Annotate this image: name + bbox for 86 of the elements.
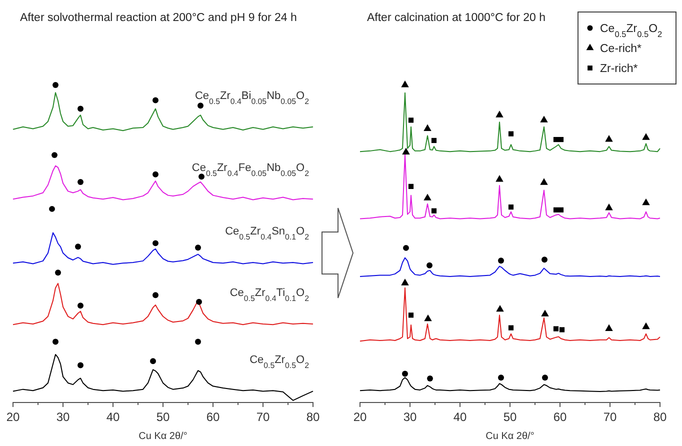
point	[78, 302, 84, 309]
point	[508, 204, 514, 210]
point	[401, 80, 409, 88]
point	[401, 278, 409, 286]
point	[52, 152, 58, 158]
x-tick-label: 60	[206, 410, 220, 424]
point	[403, 244, 409, 251]
x-tick-label: 20	[6, 410, 20, 424]
x-tick-label: 60	[553, 410, 567, 424]
point	[408, 118, 414, 123]
x-tick-label: 30	[56, 410, 70, 424]
point	[605, 204, 613, 210]
point	[427, 376, 433, 382]
point	[52, 82, 58, 88]
point	[408, 312, 414, 318]
point	[426, 262, 432, 268]
point	[52, 338, 58, 345]
x-tick-label: 50	[503, 410, 517, 424]
point	[78, 179, 84, 185]
point	[152, 292, 158, 298]
point	[78, 362, 84, 368]
point	[196, 298, 202, 305]
point	[152, 97, 158, 104]
point	[558, 136, 564, 142]
series-label: Ce$_{0.5}$Zr$_{0.4}$Sn$_{0.1}$O$_{2}$	[225, 226, 309, 242]
point	[195, 338, 201, 345]
point	[408, 184, 414, 189]
point	[152, 240, 158, 246]
legend-label: Ce-rich*	[600, 43, 642, 55]
legend-label: Zr-rich*	[600, 63, 638, 75]
point	[498, 374, 504, 381]
x-tick-label: 80	[653, 410, 667, 424]
x-tick-label: 20	[353, 410, 367, 424]
point	[642, 133, 650, 140]
chart-title: After solvothermal reaction at 200°C and pH 9 for 24 h	[20, 12, 297, 24]
point	[559, 327, 565, 332]
point	[496, 304, 504, 312]
x-axis-title: Cu Kα 2θ/°	[486, 431, 534, 442]
point	[508, 325, 514, 330]
point	[424, 194, 432, 200]
point	[541, 310, 549, 316]
x-tick-label: 40	[453, 410, 467, 424]
point	[424, 314, 432, 322]
point	[540, 116, 548, 122]
point	[195, 244, 201, 251]
point	[431, 208, 437, 214]
point	[402, 148, 410, 154]
point	[558, 207, 564, 212]
chart-title: After calcination at 1000°C for 20 h	[367, 12, 546, 24]
point	[542, 374, 548, 381]
point	[75, 244, 81, 250]
x-tick-label: 50	[156, 410, 170, 424]
x-tick-label: 70	[256, 410, 270, 424]
point	[198, 174, 204, 180]
point	[150, 358, 156, 364]
point	[424, 124, 432, 131]
series-label: Ce$_{0.5}$Zr$_{0.5}$O$_{2}$	[250, 354, 309, 370]
point	[605, 324, 613, 332]
x-tick-label: 40	[106, 410, 120, 424]
point	[431, 138, 437, 144]
point	[553, 136, 559, 142]
point	[496, 110, 504, 118]
point	[152, 171, 158, 178]
x-axis-title: Cu Kα 2θ/°	[138, 431, 188, 442]
x-tick-label: 80	[306, 410, 320, 424]
point	[508, 131, 514, 136]
x-tick-label: 70	[603, 410, 617, 424]
legend-label: Ce$_{0.5}$Zr$_{0.5}$O$_{2}$	[600, 23, 663, 38]
point	[402, 370, 408, 377]
text: Ce$_{0.5}$Zr$_{0.4}$Fe$_{0.05}$Nb$_{0.05}$O$_{2}$	[192, 162, 309, 178]
point	[496, 174, 504, 182]
series-label: Ce$_{0.5}$Zr$_{0.4}$Ti$_{0.1}$O$_{2}$	[230, 287, 309, 303]
point	[498, 258, 504, 264]
point	[605, 135, 613, 142]
point	[49, 206, 55, 212]
text: Ce$_{0.5}$Zr$_{0.4}$Bi$_{0.05}$Nb$_{0.05}$O$_{2}$	[194, 90, 309, 106]
point	[553, 326, 559, 332]
point	[198, 102, 204, 109]
point	[642, 198, 650, 206]
point	[642, 322, 650, 330]
point	[540, 178, 548, 185]
point	[55, 270, 61, 276]
point	[542, 256, 548, 263]
point	[78, 106, 84, 112]
point	[553, 207, 559, 212]
x-tick-label: 30	[403, 410, 417, 424]
